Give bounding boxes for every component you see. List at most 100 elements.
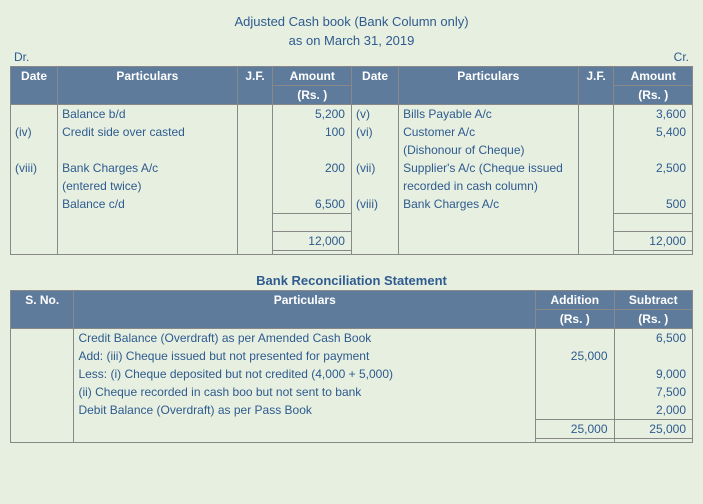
cb-djf [237,105,273,124]
brs-total-add: 25,000 [536,420,614,439]
brs-part: Credit Balance (Overdraft) as per Amende… [74,329,536,348]
cashbook-table: Date Particulars J.F. Amount Date Partic… [10,66,693,255]
cb-cdate: (viii) [351,195,398,214]
dr-label: Dr. [14,50,29,64]
brs-hdr-add1: Addition [536,291,614,310]
cashbook-total-d: 12,000 [273,232,352,251]
cb-cjf [578,159,614,177]
cb-ddate: (iv) [11,123,58,141]
brs-table: S. No. Particulars Addition Subtract (Rs… [10,290,693,443]
cb-ddate [11,177,58,195]
brs-sno [11,383,74,401]
brs-sno [11,401,74,420]
brs-part: Debit Balance (Overdraft) as per Pass Bo… [74,401,536,420]
cb-djf [237,141,273,159]
cashbook-row: (entered twice) recorded in cash column) [11,177,693,195]
cb-cpart: Bank Charges A/c [399,195,578,214]
cb-cpart: (Dishonour of Cheque) [399,141,578,159]
brs-add: 25,000 [536,347,614,365]
brs-sub: 2,000 [614,401,693,420]
hdr-amt1-c: Amount [614,67,693,86]
brs-title: Bank Reconciliation Statement [10,273,693,288]
brs-part: Less: (i) Cheque deposited but not credi… [74,365,536,383]
cb-cpart: Customer A/c [399,123,578,141]
cb-camt: 5,400 [614,123,693,141]
cb-cpart: Bills Payable A/c [399,105,578,124]
cb-dpart [58,141,237,159]
cb-damt: 6,500 [273,195,352,214]
brs-sub: 6,500 [614,329,693,348]
cb-cjf [578,105,614,124]
cb-dpart: Credit side over casted [58,123,237,141]
cr-label: Cr. [674,50,689,64]
brs-sub [614,347,693,365]
cashbook-row: Balance b/d 5,200(v)Bills Payable A/c 3,60… [11,105,693,124]
cb-damt [273,177,352,195]
cb-camt: 3,600 [614,105,693,124]
cb-cpart: Supplier's A/c (Cheque issued [399,159,578,177]
cb-ddate [11,105,58,124]
cb-ddate [11,141,58,159]
cb-ddate: (viii) [11,159,58,177]
cb-cdate [351,177,398,195]
hdr-jf-c: J.F. [578,67,614,105]
hdr-part-d: Particulars [58,67,237,105]
brs-sno [11,329,74,348]
cb-dpart: Balance c/d [58,195,237,214]
cb-djf [237,159,273,177]
cb-cdate [351,141,398,159]
cb-cjf [578,177,614,195]
cb-camt: 500 [614,195,693,214]
cashbook-blank [11,214,693,232]
cb-cjf [578,195,614,214]
cb-damt [273,141,352,159]
brs-row: Add: (iii) Cheque issued but not present… [11,347,693,365]
brs-sno [11,347,74,365]
brs-row: Debit Balance (Overdraft) as per Pass Bo… [11,401,693,420]
brs-add [536,401,614,420]
brs-row: Credit Balance (Overdraft) as per Amende… [11,329,693,348]
brs-hdr-part: Particulars [74,291,536,329]
cb-djf [237,177,273,195]
brs-hdr-sno: S. No. [11,291,74,329]
cb-cjf [578,141,614,159]
brs-hdr-sub2: (Rs. ) [614,310,693,329]
cb-cdate: (vii) [351,159,398,177]
brs-add [536,329,614,348]
brs-hdr-sub1: Subtract [614,291,693,310]
cashbook-row: Balance c/d 6,500(viii)Bank Charges A/c 50… [11,195,693,214]
brs-add [536,365,614,383]
cb-camt [614,177,693,195]
hdr-date-c: Date [351,67,398,105]
cashbook-title-2: as on March 31, 2019 [10,33,693,48]
cb-cdate: (vi) [351,123,398,141]
cb-damt: 100 [273,123,352,141]
cashbook-title-1: Adjusted Cash book (Bank Column only) [10,14,693,29]
cb-djf [237,195,273,214]
cb-cdate: (v) [351,105,398,124]
hdr-date-d: Date [11,67,58,105]
cashbook-total-c: 12,000 [614,232,693,251]
brs-sub: 9,000 [614,365,693,383]
cashbook-row: (iv)Credit side over casted 100(vi)Custom… [11,123,693,141]
brs-sno [11,365,74,383]
cb-cjf [578,123,614,141]
cb-dpart: Bank Charges A/c [58,159,237,177]
brs-part: Add: (iii) Cheque issued but not present… [74,347,536,365]
brs-sub: 7,500 [614,383,693,401]
cb-cpart: recorded in cash column) [399,177,578,195]
cb-damt: 5,200 [273,105,352,124]
cb-dpart: (entered twice) [58,177,237,195]
cb-damt: 200 [273,159,352,177]
brs-part: (ii) Cheque recorded in cash boo but not… [74,383,536,401]
brs-add [536,383,614,401]
brs-hdr-add2: (Rs. ) [536,310,614,329]
hdr-jf-d: J.F. [237,67,273,105]
hdr-amt1-d: Amount [273,67,352,86]
brs-row: Less: (i) Cheque deposited but not credi… [11,365,693,383]
cb-dpart: Balance b/d [58,105,237,124]
brs-total-sub: 25,000 [614,420,693,439]
cb-ddate [11,195,58,214]
cashbook-row: (viii)Bank Charges A/c 200(vii)Supplier's… [11,159,693,177]
hdr-part-c: Particulars [399,67,578,105]
